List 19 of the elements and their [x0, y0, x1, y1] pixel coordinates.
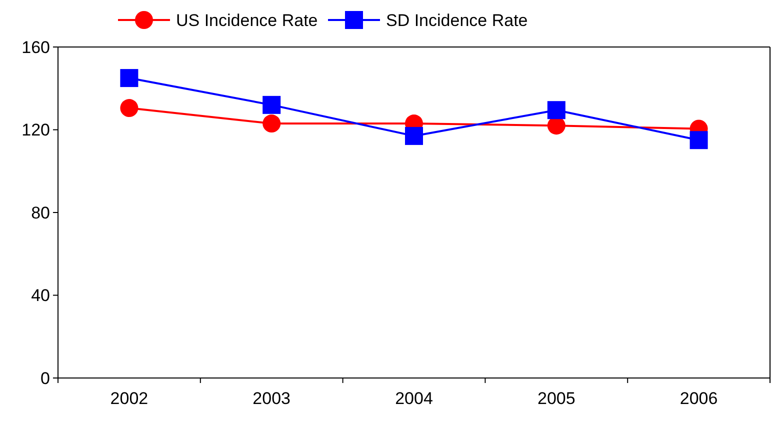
point	[120, 99, 138, 118]
point	[690, 131, 708, 150]
x-tick-label: 2004	[395, 389, 433, 408]
point	[262, 96, 281, 114]
point	[547, 101, 566, 120]
point	[120, 69, 138, 88]
x-tick-label: 2002	[110, 389, 148, 408]
point	[405, 126, 423, 145]
y-tick-label: 80	[31, 203, 50, 222]
point	[262, 114, 281, 133]
legend-label: SD Incidence Rate	[386, 10, 528, 30]
y-tick-label: 0	[40, 368, 50, 388]
x-tick-label: 2005	[537, 389, 576, 408]
x-tick-label: 2003	[252, 389, 291, 408]
y-tick-label: 120	[22, 120, 50, 140]
y-tick-label: 160	[22, 38, 50, 57]
x-tick-label: 2006	[680, 389, 718, 408]
y-tick-label: 40	[31, 286, 50, 306]
legend-label: US Incidence Rate	[176, 10, 318, 30]
